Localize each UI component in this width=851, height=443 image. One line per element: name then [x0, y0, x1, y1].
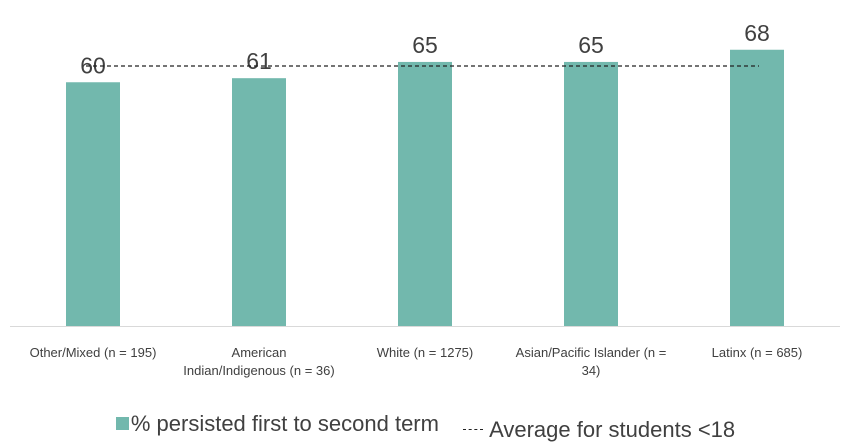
- category-label-3: White (n = 1275): [376, 345, 474, 360]
- bar-chart: 60 61 65 65 68: [10, 20, 840, 327]
- category-label-1: Other/Mixed (n = 195): [29, 345, 157, 360]
- bar-1: [66, 82, 120, 326]
- data-label-3: 65: [412, 32, 438, 58]
- legend: % persisted first to second term Average…: [0, 410, 851, 443]
- bar-4: [564, 61, 618, 326]
- data-label-4: 65: [578, 32, 604, 58]
- legend-item-average: Average for students <18: [463, 417, 735, 443]
- bar-2: [232, 78, 286, 326]
- category-label-5: Latinx (n = 685): [711, 345, 803, 360]
- legend-label-bars: % persisted first to second term: [130, 410, 439, 436]
- category-label-4: Asian/Pacific Islander (n = 34): [515, 345, 667, 378]
- bar-5: [730, 49, 784, 326]
- data-label-1: 60: [80, 52, 106, 78]
- legend-item-bars: % persisted first to second term: [115, 410, 439, 437]
- legend-swatch-bars: [115, 417, 129, 430]
- category-label-2: American Indian/Indigenous (n = 36): [183, 345, 335, 378]
- legend-label-average: Average for students <18: [489, 416, 736, 442]
- legend-swatch-average-line: [463, 429, 484, 430]
- data-label-5: 68: [744, 20, 770, 46]
- data-label-2: 61: [246, 48, 272, 74]
- bar-3: [398, 61, 452, 326]
